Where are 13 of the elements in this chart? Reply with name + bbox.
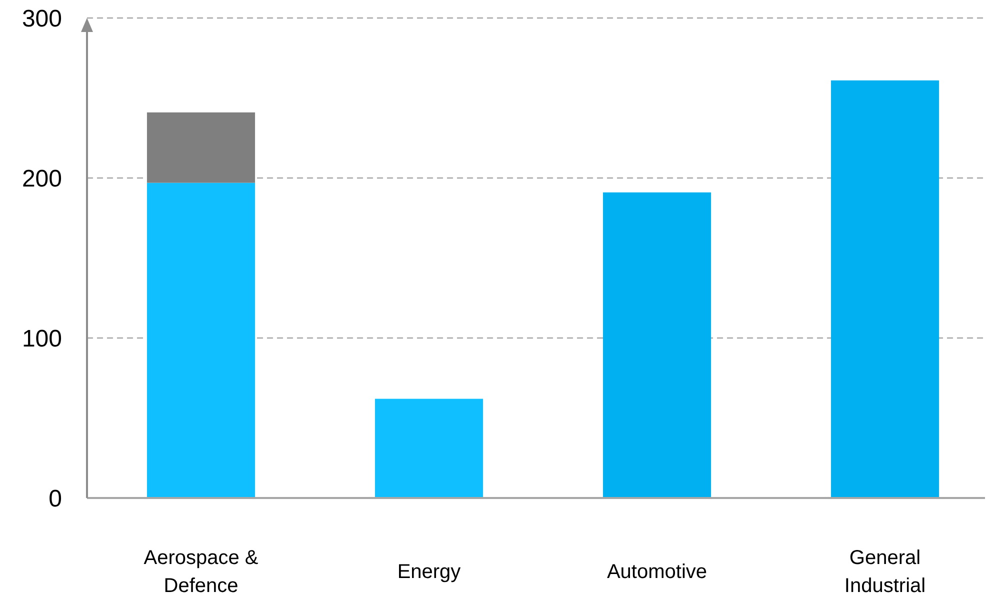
y-tick-label: 300 bbox=[22, 5, 62, 32]
y-tick-label: 100 bbox=[22, 325, 62, 352]
x-tick-label: Automotive bbox=[606, 561, 708, 583]
x-tick-label: Energy bbox=[397, 561, 461, 583]
bar bbox=[146, 112, 256, 183]
bar bbox=[602, 192, 712, 498]
x-tick-label: Aerospace & Defence bbox=[144, 547, 259, 597]
x-tick-label: General Industrial bbox=[844, 547, 926, 597]
y-tick-label: 200 bbox=[22, 165, 62, 192]
bar bbox=[146, 182, 256, 498]
y-tick-label: 0 bbox=[48, 485, 62, 512]
bar bbox=[374, 398, 484, 498]
bar bbox=[830, 80, 940, 498]
